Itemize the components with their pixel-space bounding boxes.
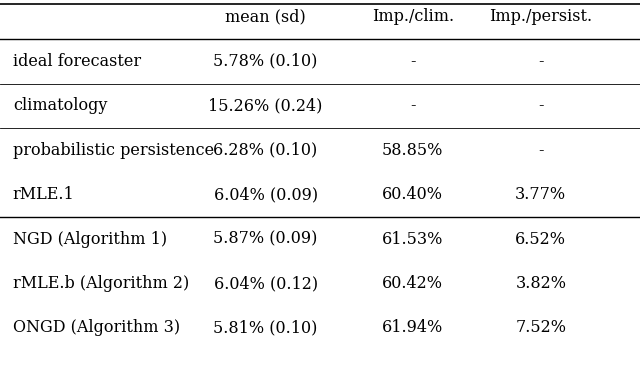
Text: mean (sd): mean (sd) xyxy=(225,8,306,25)
Text: rMLE.1: rMLE.1 xyxy=(13,186,74,203)
Text: Imp./clim.: Imp./clim. xyxy=(372,8,454,25)
Text: 15.26% (0.24): 15.26% (0.24) xyxy=(209,97,323,114)
Text: 61.94%: 61.94% xyxy=(382,319,444,336)
Text: 6.52%: 6.52% xyxy=(515,231,566,248)
Text: -: - xyxy=(538,97,543,114)
Text: 5.87% (0.09): 5.87% (0.09) xyxy=(213,231,318,248)
Text: -: - xyxy=(410,53,415,70)
Text: 60.42%: 60.42% xyxy=(382,275,444,292)
Text: 5.81% (0.10): 5.81% (0.10) xyxy=(213,319,318,336)
Text: 58.85%: 58.85% xyxy=(382,142,444,159)
Text: climatology: climatology xyxy=(13,97,107,114)
Text: rMLE.b (Algorithm 2): rMLE.b (Algorithm 2) xyxy=(13,275,189,292)
Text: 61.53%: 61.53% xyxy=(382,231,444,248)
Text: -: - xyxy=(538,53,543,70)
Text: 3.82%: 3.82% xyxy=(515,275,566,292)
Text: ideal forecaster: ideal forecaster xyxy=(13,53,141,70)
Text: 60.40%: 60.40% xyxy=(382,186,444,203)
Text: NGD (Algorithm 1): NGD (Algorithm 1) xyxy=(13,231,167,248)
Text: -: - xyxy=(538,142,543,159)
Text: ONGD (Algorithm 3): ONGD (Algorithm 3) xyxy=(13,319,180,336)
Text: 6.28% (0.10): 6.28% (0.10) xyxy=(214,142,317,159)
Text: Imp./persist.: Imp./persist. xyxy=(489,8,593,25)
Text: 7.52%: 7.52% xyxy=(515,319,566,336)
Text: -: - xyxy=(410,97,415,114)
Text: 6.04% (0.09): 6.04% (0.09) xyxy=(214,186,317,203)
Text: 6.04% (0.12): 6.04% (0.12) xyxy=(214,275,317,292)
Text: 3.77%: 3.77% xyxy=(515,186,566,203)
Text: 5.78% (0.10): 5.78% (0.10) xyxy=(213,53,318,70)
Text: probabilistic persistence: probabilistic persistence xyxy=(13,142,214,159)
